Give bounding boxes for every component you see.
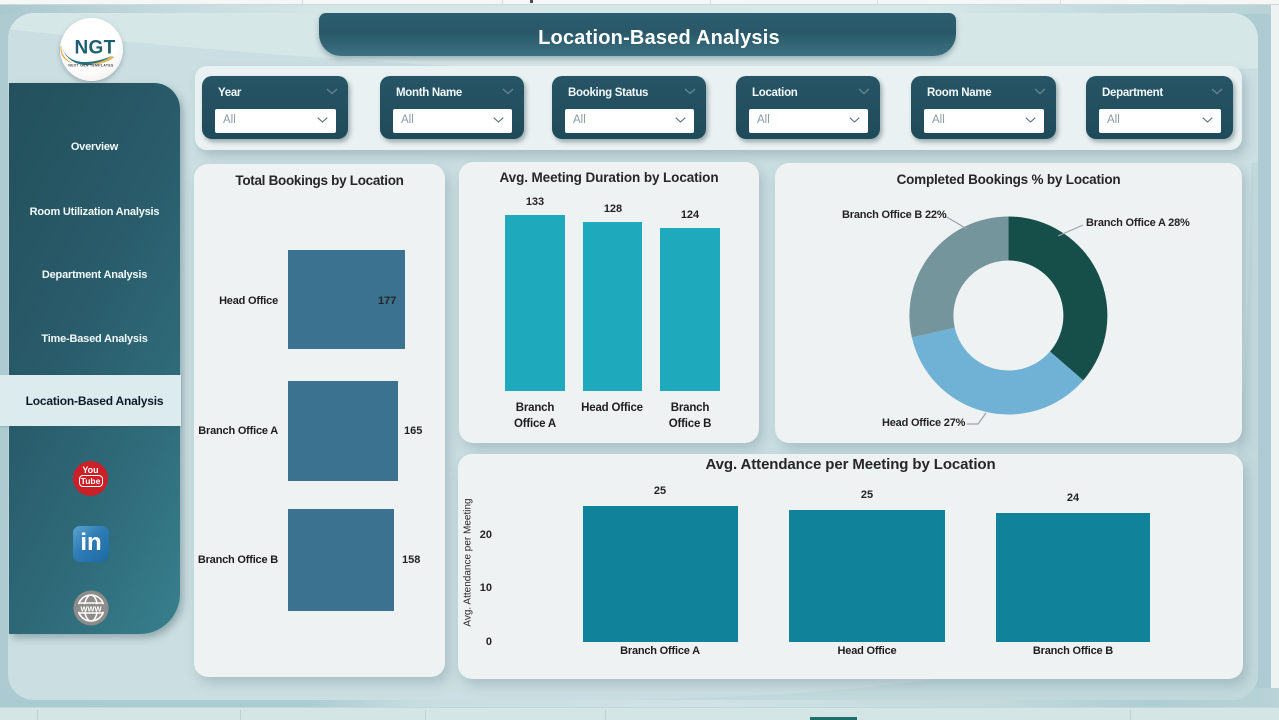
svg-text:NGT: NGT bbox=[74, 38, 115, 59]
svg-text:NEXT GEN TEMPLATES: NEXT GEN TEMPLATES bbox=[68, 64, 114, 68]
svg-text:www: www bbox=[79, 604, 102, 614]
